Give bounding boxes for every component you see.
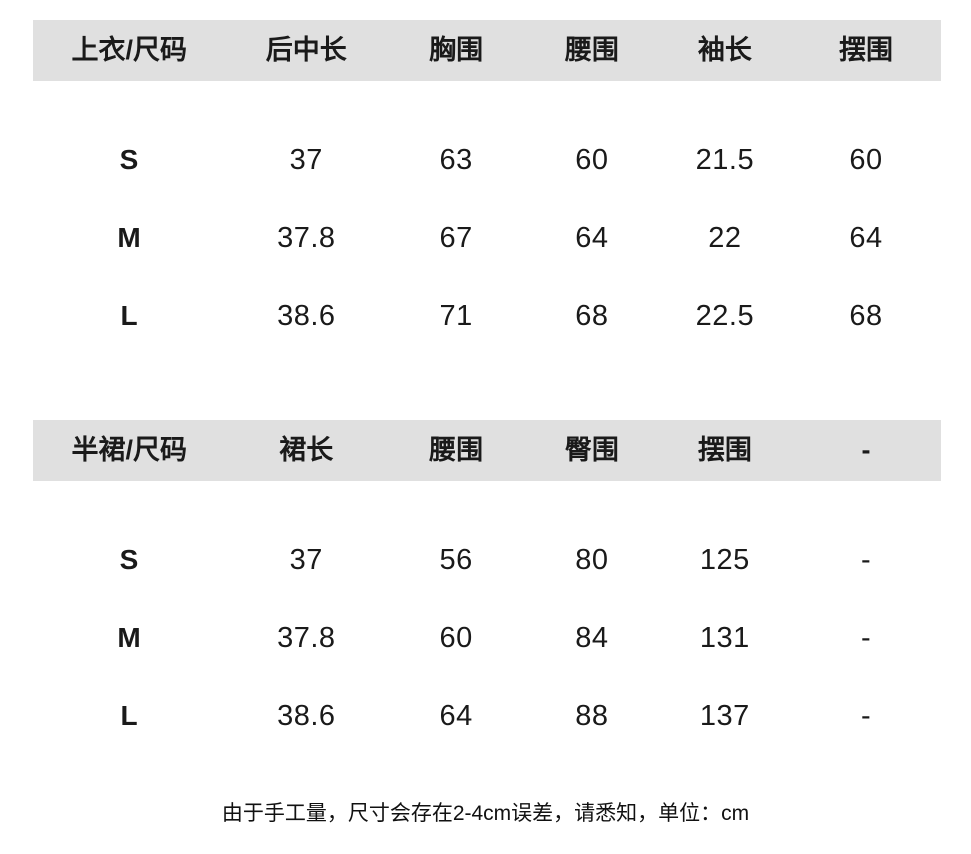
size-label: S xyxy=(119,144,139,175)
measurement-value: 67 xyxy=(439,221,473,254)
size-label: L xyxy=(120,700,139,731)
top-table-header-row: 上衣/尺码 后中长 胸围 腰围 袖长 摆围 xyxy=(33,20,941,81)
table-row-skirt-m: M 37.8 60 84 131 - xyxy=(33,599,941,677)
size-label: S xyxy=(119,544,139,575)
column-header-garment-size: 上衣/尺码 xyxy=(71,35,187,65)
size-label: L xyxy=(120,300,139,331)
measurement-value: 37 xyxy=(289,543,323,576)
measurement-value: - xyxy=(860,621,872,654)
measurement-value: 60 xyxy=(849,143,883,176)
measurement-value: 63 xyxy=(439,143,473,176)
measurement-value: 68 xyxy=(575,299,609,332)
measurement-value: - xyxy=(860,543,872,576)
measurement-value: 84 xyxy=(575,621,609,654)
column-header-waist: 腰围 xyxy=(429,435,484,465)
top-garment-size-table: 上衣/尺码 后中长 胸围 腰围 袖长 摆围 S 37 63 60 21.5 60… xyxy=(33,20,941,355)
column-header-back-length: 后中长 xyxy=(265,35,347,65)
size-label: M xyxy=(117,222,142,253)
measurement-value: 125 xyxy=(699,543,750,576)
measurement-value: 71 xyxy=(439,299,473,332)
column-header-hem: 摆围 xyxy=(839,35,894,65)
column-header-waist: 腰围 xyxy=(564,35,619,65)
measurement-value: 38.6 xyxy=(277,299,336,332)
measurement-value: 37.8 xyxy=(277,221,336,254)
measurement-value: 22 xyxy=(708,221,742,254)
column-header-hem: 摆围 xyxy=(697,435,752,465)
measurement-value: 64 xyxy=(575,221,609,254)
measurement-value: 38.6 xyxy=(277,699,336,732)
table-row-top-l: L 38.6 71 68 22.5 68 xyxy=(33,277,941,355)
measurement-value: 60 xyxy=(439,621,473,654)
measurement-disclaimer: 由于手工量，尺寸会存在2-4cm误差，请悉知，单位：cm xyxy=(221,802,750,825)
measurement-value: 56 xyxy=(439,543,473,576)
column-header-sleeve-length: 袖长 xyxy=(697,35,752,65)
table-row-skirt-s: S 37 56 80 125 - xyxy=(33,521,941,599)
measurement-value: 80 xyxy=(575,543,609,576)
table-row-top-s: S 37 63 60 21.5 60 xyxy=(33,121,941,199)
skirt-size-table: 半裙/尺码 裙长 腰围 臀围 摆围 - S 37 56 80 125 - M 3… xyxy=(33,420,941,755)
column-header-skirt-size: 半裙/尺码 xyxy=(71,435,187,465)
skirt-table-header-row: 半裙/尺码 裙长 腰围 臀围 摆围 - xyxy=(33,420,941,481)
measurement-value: 60 xyxy=(575,143,609,176)
table-row-top-m: M 37.8 67 64 22 64 xyxy=(33,199,941,277)
measurement-value: 64 xyxy=(849,221,883,254)
measurement-value: 37.8 xyxy=(277,621,336,654)
column-header-dash: - xyxy=(861,435,871,465)
size-label: M xyxy=(117,622,142,653)
measurement-value: 22.5 xyxy=(695,299,755,332)
measurement-value: 88 xyxy=(575,699,609,732)
measurement-value: 21.5 xyxy=(695,143,755,176)
column-header-bust: 胸围 xyxy=(429,35,484,65)
table-row-skirt-l: L 38.6 64 88 137 - xyxy=(33,677,941,755)
measurement-value: 68 xyxy=(849,299,883,332)
measurement-value: - xyxy=(860,699,872,732)
measurement-value: 137 xyxy=(699,699,750,732)
column-header-hip: 臀围 xyxy=(564,435,619,465)
measurement-value: 131 xyxy=(699,621,750,654)
column-header-skirt-length: 裙长 xyxy=(279,435,334,465)
measurement-value: 37 xyxy=(289,143,323,176)
measurement-value: 64 xyxy=(439,699,473,732)
